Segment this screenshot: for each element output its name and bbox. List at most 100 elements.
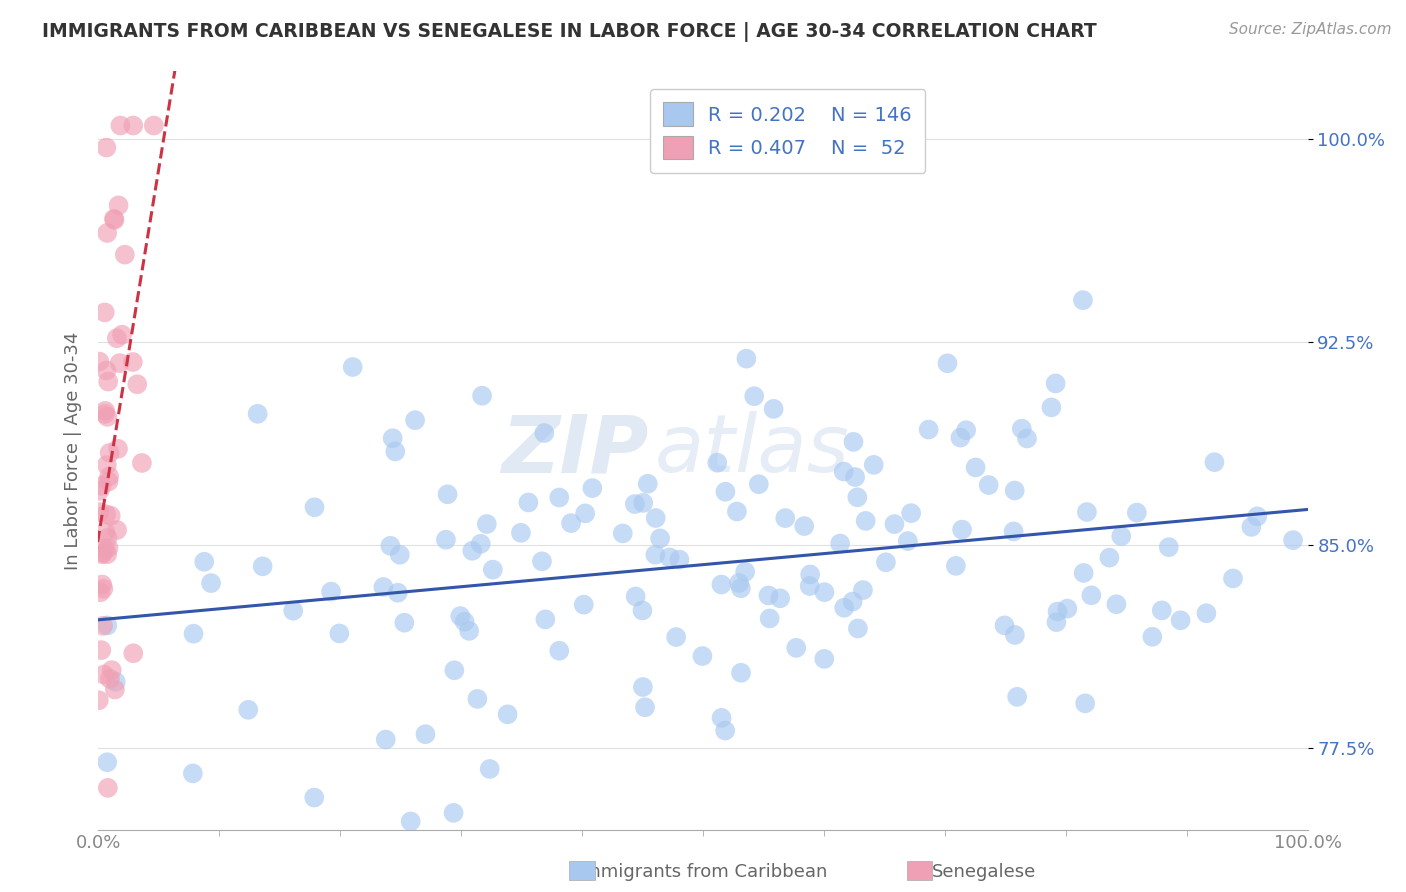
Point <box>238 703 260 717</box>
Point <box>458 624 481 638</box>
Point <box>121 355 143 369</box>
Point <box>644 511 666 525</box>
Point <box>728 576 751 591</box>
Point <box>89 354 111 368</box>
Point <box>283 604 305 618</box>
Point <box>758 611 780 625</box>
Point <box>319 584 342 599</box>
Point <box>710 711 733 725</box>
Point <box>1246 509 1268 524</box>
Point <box>399 814 422 829</box>
Point <box>449 609 471 624</box>
Point <box>665 630 688 644</box>
Point <box>1015 432 1038 446</box>
Point <box>470 537 492 551</box>
Point <box>581 481 603 495</box>
Point <box>97 475 120 489</box>
Point <box>548 491 571 505</box>
Point <box>107 198 129 212</box>
Point <box>94 404 117 418</box>
Point <box>769 591 792 606</box>
Point <box>467 692 489 706</box>
Point <box>394 615 416 630</box>
Point <box>714 723 737 738</box>
Point <box>1056 601 1078 615</box>
Point <box>246 407 269 421</box>
Point <box>1045 615 1067 629</box>
Point <box>122 119 145 133</box>
Point <box>730 665 752 680</box>
Point <box>631 603 654 617</box>
Text: Source: ZipAtlas.com: Source: ZipAtlas.com <box>1229 22 1392 37</box>
Point <box>748 477 770 491</box>
Point <box>436 487 458 501</box>
Point <box>955 423 977 437</box>
Point <box>813 585 835 599</box>
Point <box>1126 506 1149 520</box>
Point <box>94 508 117 522</box>
Point <box>624 497 647 511</box>
Point <box>993 618 1015 632</box>
Point <box>94 525 117 540</box>
Point <box>90 479 112 493</box>
Point <box>104 682 127 697</box>
Point <box>443 663 465 677</box>
Point <box>87 693 110 707</box>
Point <box>415 727 437 741</box>
Point <box>142 119 165 133</box>
Point <box>1080 588 1102 602</box>
Point <box>530 554 553 568</box>
Point <box>374 732 396 747</box>
Point <box>97 375 120 389</box>
Point <box>91 577 114 591</box>
Point <box>762 401 785 416</box>
Point <box>977 478 1000 492</box>
Point <box>875 555 897 569</box>
Point <box>482 563 505 577</box>
Point <box>949 431 972 445</box>
Point <box>89 483 111 498</box>
Point <box>883 517 905 532</box>
Point <box>1195 606 1218 620</box>
Point <box>96 140 118 154</box>
Point <box>434 533 457 547</box>
Point <box>471 389 494 403</box>
Point <box>846 622 869 636</box>
Point <box>714 484 737 499</box>
Point <box>384 444 406 458</box>
Point <box>572 598 595 612</box>
Point <box>96 363 118 377</box>
Point <box>692 648 714 663</box>
Point <box>181 766 204 780</box>
Point <box>96 756 118 770</box>
Y-axis label: In Labor Force | Age 30-34: In Labor Force | Age 30-34 <box>63 331 82 570</box>
Point <box>548 644 571 658</box>
Point <box>104 674 127 689</box>
Point <box>1204 455 1226 469</box>
Point <box>612 526 634 541</box>
Point <box>342 359 364 374</box>
Point <box>730 582 752 596</box>
Point <box>637 476 659 491</box>
Point <box>734 565 756 579</box>
Point <box>950 523 973 537</box>
Text: IMMIGRANTS FROM CARIBBEAN VS SENEGALESE IN LABOR FORCE | AGE 30-34 CORRELATION C: IMMIGRANTS FROM CARIBBEAN VS SENEGALESE … <box>42 22 1097 42</box>
Point <box>381 431 404 445</box>
Point <box>1098 550 1121 565</box>
Point <box>560 516 582 530</box>
Point <box>1142 630 1164 644</box>
Point <box>1109 529 1132 543</box>
Point <box>775 511 797 525</box>
Point <box>93 667 115 681</box>
Point <box>799 567 821 582</box>
Point <box>380 539 402 553</box>
Point <box>658 550 681 565</box>
Point <box>387 585 409 599</box>
Point <box>97 780 120 795</box>
Point <box>634 700 657 714</box>
Point <box>98 672 121 686</box>
Point <box>98 446 121 460</box>
Point <box>1004 628 1026 642</box>
Point <box>668 552 690 566</box>
Point <box>93 305 115 319</box>
